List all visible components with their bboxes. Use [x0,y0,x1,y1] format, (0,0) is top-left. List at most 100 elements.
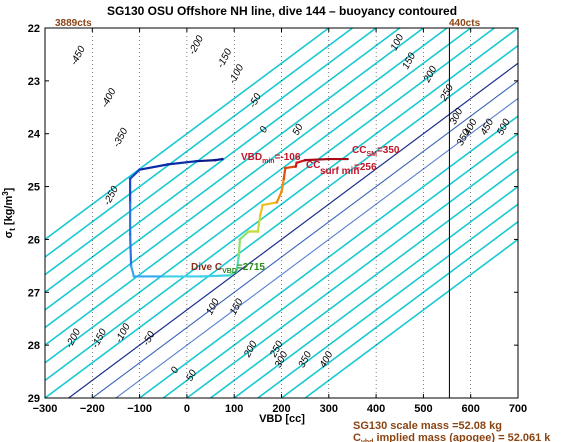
contour-line [281,220,518,398]
contour-line [304,238,518,398]
contour-label: 0 [169,365,182,375]
contour-line [45,28,424,311]
dive-segment [199,274,231,278]
dive-segment [275,190,283,204]
contour-label: 350 [297,349,315,369]
dive-segment [129,168,141,180]
contour-label: 0 [258,124,271,134]
contour-line [45,44,518,398]
contour-line [186,150,518,398]
cc-surf-min-annotation: CC surf min =256 [306,160,377,177]
contour-line [45,28,377,276]
dive-point [138,168,141,171]
x-tick-label: 700 [509,403,527,415]
x-tick-label: −100 [127,403,152,415]
x-tick-label: 0 [184,403,190,415]
dive-point [228,274,231,277]
dive-segment [261,201,278,207]
contour-label: 100 [204,297,222,317]
dive-segment [256,214,262,233]
buoyancy-contours [45,28,518,398]
x-tick-label: 500 [414,403,432,415]
y-tick-label: 24 [28,129,41,141]
contour-line [45,28,353,259]
contour-label: -350 [111,126,130,149]
contour-label: -200 [187,34,206,57]
y-tick-label: 28 [28,340,40,352]
dive-point [238,238,242,241]
contour-label: 100 [389,32,407,52]
dive-point [128,201,132,204]
dive-point [261,203,264,207]
x-tick-label: 400 [367,403,385,415]
dive-segment [235,254,241,273]
dive-point [283,166,287,170]
dive-point [166,163,170,166]
x-tick-label: 200 [272,403,290,415]
contour-label: -400 [99,86,118,109]
contour-label: -150 [215,47,234,70]
y-tick-label: 25 [28,182,40,194]
x-axis-ticks: −300 −200 −100 0 100 200 300 400 500 600 700 [33,28,527,415]
x-tick-label: 600 [462,403,480,415]
x-tick-label: −200 [80,403,105,415]
contour-line [115,97,518,398]
contour-label: -100 [114,322,133,345]
contour-line [257,203,518,398]
contour-label: -100 [227,63,246,86]
y-tick-label: 26 [28,234,40,246]
contour-line [45,28,401,294]
dive-segment [295,159,307,164]
contour-label: -200 [64,327,83,350]
y-tick-label: 27 [28,287,40,299]
x-tick-label: 300 [320,403,338,415]
corner-label-left: 3889cts [55,18,92,29]
contour-line [45,28,330,241]
dive-point [237,253,241,257]
dive-point [161,275,165,278]
dive-point [258,214,262,217]
contour-label: 300 [448,106,466,126]
contour-label: -50 [247,91,264,109]
dive-segment [238,230,250,241]
contour-label: 50 [184,368,199,383]
dive-point [303,158,307,162]
contour-line [139,115,518,398]
svg-text:CC: CC [306,160,320,171]
svg-text:Dive CVBD=2715: Dive CVBD=2715 [191,262,265,275]
contour-label: 200 [421,64,439,85]
chart-title: SG130 OSU Offshore NH line, dive 144 – b… [107,4,457,18]
dive-segment [195,159,217,163]
svg-text:=256: =256 [354,162,377,173]
contour-line [45,28,472,347]
dive-point [221,157,224,161]
dive-segment [129,233,133,267]
dive-segment [280,177,285,193]
scale-mass-note: SG130 scale mass =52.08 kg [353,420,502,432]
svg-text:surf min: surf min [320,166,359,177]
dive-segment [237,238,241,257]
dive-point [128,232,132,236]
dive-point [275,201,279,204]
y-axis-ticks: 22 23 24 25 26 27 28 29 [28,23,518,405]
contour-line [91,80,518,398]
dive-segment [284,165,297,170]
dive-point [295,161,298,165]
dive-point [199,275,203,278]
contour-label: -250 [102,184,121,207]
x-axis-label: VBD [cc] [259,413,305,425]
contour-label: -150 [90,327,109,350]
dive-point [294,165,297,168]
contour-line [45,28,495,364]
y-tick-label: 23 [28,76,40,88]
contour-labels: -450-400-350-250-200-150-100-500 50100150… [64,32,513,383]
dive-point [132,275,136,278]
vbd-min-annotation: VBDmin=-106 [241,152,301,165]
dive-point [280,190,283,194]
dive-path [128,157,349,278]
corner-label-right: 440cts [449,18,481,29]
y-tick-label: 22 [28,23,40,35]
dive-point [129,264,133,268]
contour-label: 50 [291,122,306,137]
